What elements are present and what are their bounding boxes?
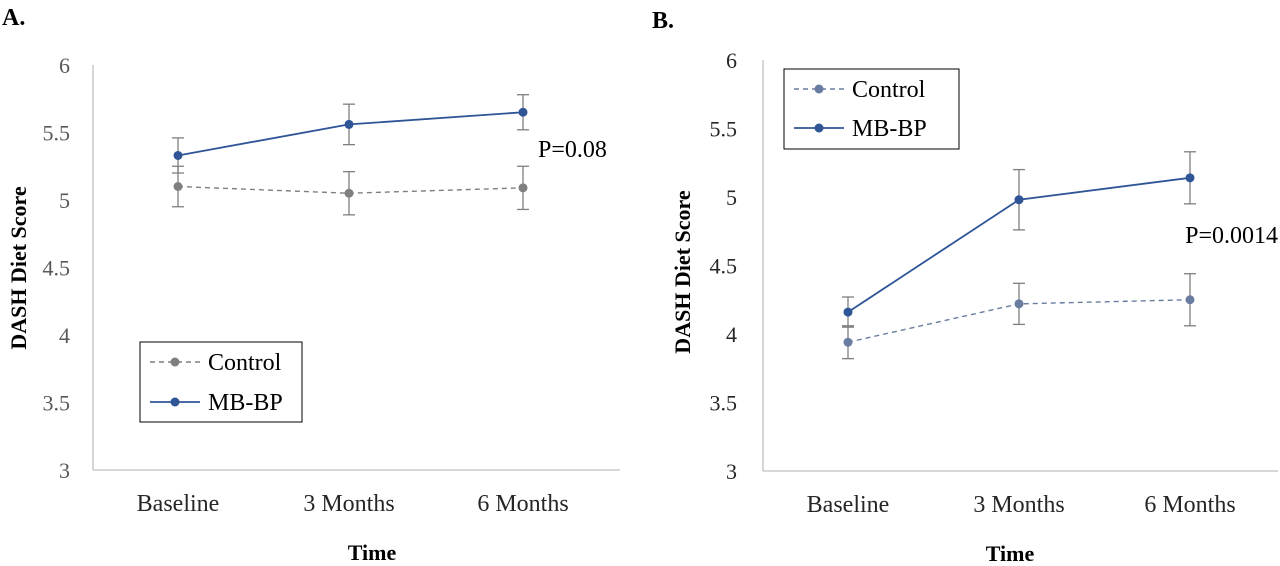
x-tick-label: 3 Months [973, 492, 1064, 518]
y-tick-label: 4 [59, 323, 70, 348]
y-tick-label: 3 [59, 458, 70, 483]
data-point [173, 150, 183, 160]
panel-label: A. [2, 5, 25, 31]
y-tick-label: 5 [726, 185, 737, 210]
p-value-annotation: P=0.0014 [1185, 223, 1278, 249]
x-axis-title: Time [348, 540, 397, 565]
data-point [843, 307, 853, 317]
y-axis-title: DASH Diet Score [6, 186, 31, 350]
legend: Control MB-BP [139, 341, 303, 423]
legend-swatch-marker [170, 357, 180, 367]
legend: Control MB-BP [783, 68, 960, 150]
panel-label: B. [652, 8, 674, 34]
series-line [177, 111, 524, 157]
data-point [344, 188, 354, 198]
x-tick-label: Baseline [807, 492, 890, 518]
data-point [1014, 195, 1024, 205]
y-tick-label: 4 [726, 322, 737, 347]
data-point [344, 119, 354, 129]
y-axis-title: DASH Diet Score [670, 190, 695, 354]
data-point [1185, 173, 1195, 183]
x-tick-label: 6 Months [1144, 492, 1235, 518]
data-point [843, 337, 853, 347]
data-point [173, 182, 183, 191]
x-tick-label: 3 Months [303, 491, 394, 517]
x-axis-title: Time [986, 541, 1035, 566]
y-tick-label: 3.5 [710, 391, 738, 416]
data-point [1014, 299, 1024, 309]
y-tick-label: 6 [726, 48, 737, 73]
data-point [518, 183, 528, 193]
x-tick-label: Baseline [137, 491, 220, 517]
legend-box [783, 68, 960, 150]
series-control [172, 165, 529, 216]
y-tick-label: 5 [59, 188, 70, 213]
legend-swatch-marker [814, 84, 824, 94]
y-tick-label: 4.5 [43, 256, 71, 281]
legend-swatch-marker [814, 123, 824, 133]
legend-swatch-marker [170, 397, 180, 407]
data-point [1185, 295, 1195, 305]
series-control [842, 273, 1196, 360]
y-tick-label: 4.5 [710, 254, 738, 279]
x-tick-label: 6 Months [477, 491, 568, 517]
legend-label: MB-BP [852, 116, 927, 142]
y-tick-label: 5.5 [710, 117, 738, 142]
series-mb-bp [172, 94, 529, 174]
legend-label: Control [208, 350, 282, 376]
legend-box [139, 341, 303, 423]
y-tick-label: 3.5 [43, 391, 71, 416]
y-tick-label: 3 [726, 459, 737, 484]
data-point [518, 107, 528, 117]
chart-panel-a: A. 3 3.5 4 4.5 5 5.5 6 Baseline 3 Months 6 Months T… [2, 5, 620, 565]
chart-panel-b: B. 3 3.5 4 4.5 5 5.5 6 Baseline 3 Months 6 Months T… [652, 8, 1278, 566]
y-tick-label: 5.5 [43, 121, 71, 146]
legend-label: MB-BP [208, 390, 283, 416]
series-mb-bp [842, 151, 1196, 328]
y-tick-label: 6 [59, 53, 70, 78]
legend-label: Control [852, 77, 926, 103]
p-value-annotation: P=0.08 [538, 137, 607, 163]
